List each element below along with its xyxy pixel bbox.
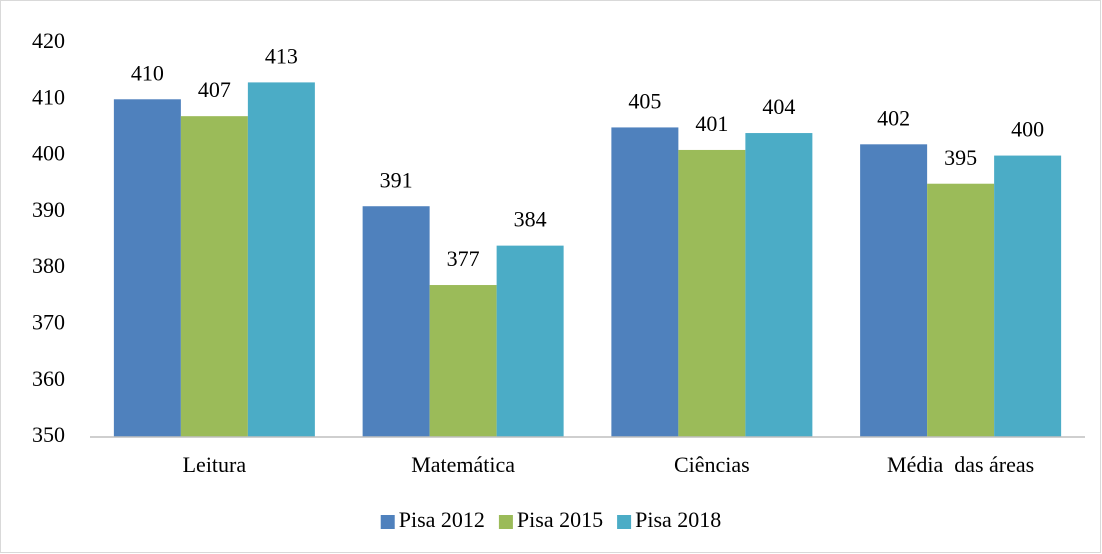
data-label: 407: [198, 77, 231, 102]
bar: [860, 144, 928, 438]
data-label: 413: [265, 43, 298, 68]
bar: [611, 127, 679, 437]
legend-label: Pisa 2018: [635, 507, 721, 532]
bar: [362, 206, 430, 437]
bar: [247, 82, 315, 438]
legend-swatch: [498, 515, 513, 529]
bar: [927, 183, 995, 437]
data-label: 391: [380, 167, 413, 192]
legend-label: Pisa 2012: [399, 507, 485, 532]
y-tick-label: 360: [32, 366, 65, 391]
data-label: 401: [695, 111, 728, 136]
x-tick-label: Média das áreas: [887, 452, 1034, 477]
data-label: 384: [514, 207, 547, 232]
bar: [496, 245, 564, 437]
data-label: 402: [877, 105, 910, 130]
y-tick-label: 390: [32, 197, 65, 222]
data-label: 410: [131, 60, 164, 85]
bar: [678, 149, 746, 437]
data-label: 395: [944, 145, 977, 170]
bar: [429, 285, 497, 437]
x-tick-label: Ciências: [674, 452, 750, 477]
y-tick-label: 420: [32, 28, 65, 53]
legend-swatch: [380, 515, 395, 529]
y-tick-label: 370: [32, 309, 65, 334]
y-tick-label: 400: [32, 141, 65, 166]
data-label: 404: [762, 94, 795, 119]
data-label: 400: [1011, 117, 1044, 142]
bar: [994, 155, 1062, 438]
x-tick-label: Matemática: [411, 452, 515, 477]
x-tick-label: Leitura: [183, 452, 247, 477]
legend-label: Pisa 2015: [517, 507, 603, 532]
y-tick-label: 410: [32, 84, 65, 109]
data-label: 377: [447, 246, 480, 271]
bar: [113, 99, 181, 438]
data-label: 405: [628, 88, 661, 113]
bar: [745, 133, 813, 438]
legend-swatch: [617, 515, 632, 529]
bar: [180, 116, 248, 438]
y-tick-label: 380: [32, 253, 65, 278]
y-tick-label: 350: [32, 422, 65, 447]
